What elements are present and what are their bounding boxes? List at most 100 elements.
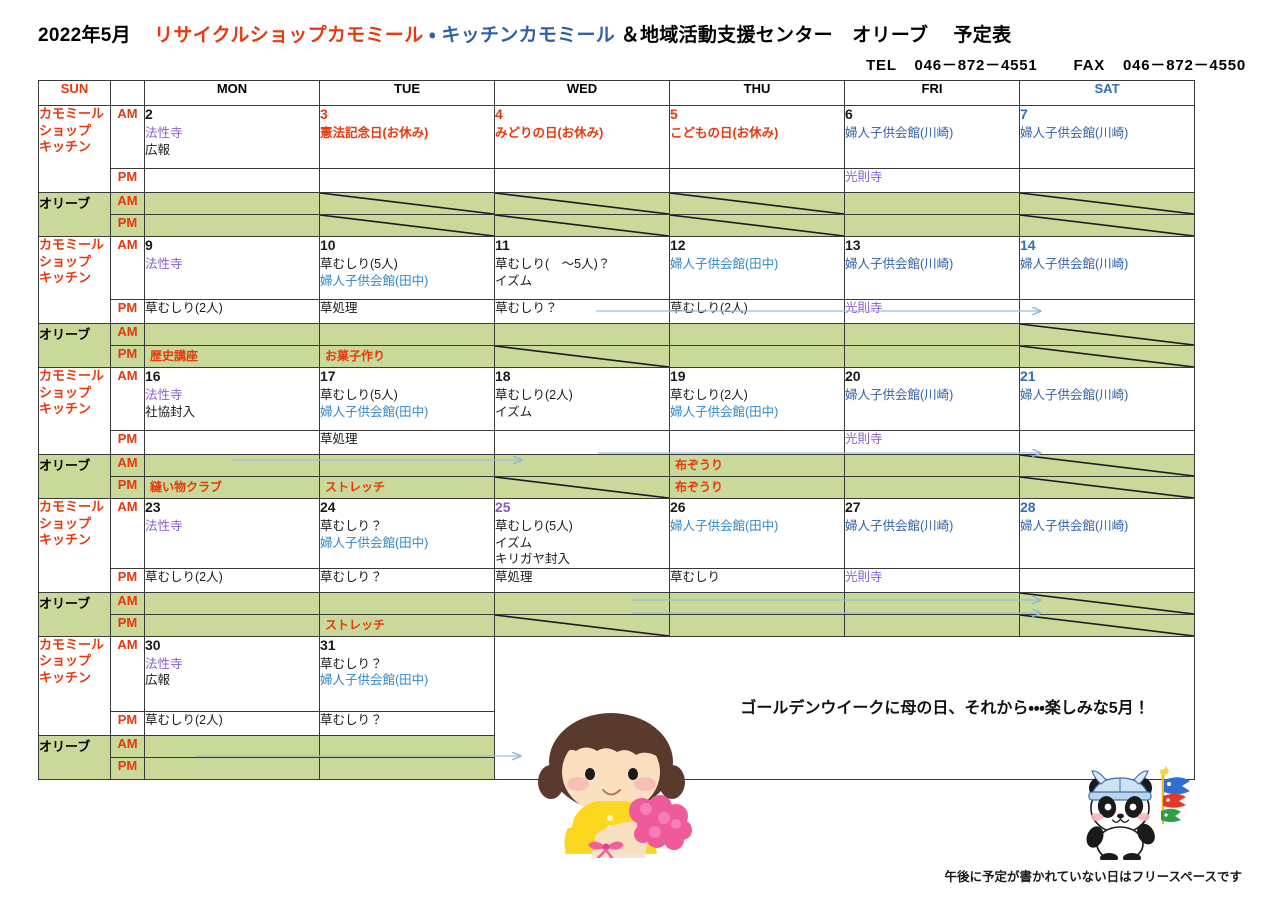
olive-cell-pm[interactable] <box>844 476 1020 499</box>
olive-cell-pm[interactable] <box>144 756 320 780</box>
olive-cell-am[interactable] <box>669 323 845 346</box>
olive-cell-am[interactable] <box>494 454 670 477</box>
day-cell-pm-2[interactable] <box>144 168 320 193</box>
day-cell-pm-30[interactable]: 草むしり(2人) <box>144 710 320 736</box>
day-cell-am-6[interactable]: 6 婦人子供会館(川崎) <box>844 105 1020 169</box>
olive-cell-pm[interactable] <box>494 613 670 637</box>
olive-cell-am[interactable] <box>144 454 320 477</box>
olive-cell-am[interactable] <box>1019 454 1195 477</box>
olive-cell-am[interactable] <box>144 734 320 758</box>
olive-cell-pm[interactable] <box>1019 476 1195 499</box>
day-cell-pm-5[interactable] <box>669 168 845 193</box>
day-cell-am-27[interactable]: 27 婦人子供会館(川崎) <box>844 498 1020 569</box>
day-cell-pm-3[interactable] <box>319 168 495 193</box>
day-cell-am-31[interactable]: 31 草むしり？ 婦人子供会館(田中) <box>319 635 495 712</box>
day-cell-pm-17[interactable]: 草処理 <box>319 430 495 455</box>
olive-cell-am[interactable] <box>1019 192 1195 215</box>
olive-cell-pm[interactable]: 歴史講座 <box>144 345 320 368</box>
day-cell-pm-4[interactable] <box>494 168 670 193</box>
day-cell-am-19[interactable]: 19 草むしり(2人) 婦人子供会館(田中) <box>669 367 845 431</box>
day-cell-pm-13[interactable]: 光則寺 <box>844 299 1020 324</box>
olive-cell-pm[interactable] <box>844 214 1020 237</box>
day-cell-am-4[interactable]: 4 みどりの日(お休み) <box>494 105 670 169</box>
olive-cell-am[interactable] <box>844 323 1020 346</box>
day-cell-am-17[interactable]: 17 草むしり(5人) 婦人子供会館(田中) <box>319 367 495 431</box>
day-cell-am-30[interactable]: 30 法性寺 広報 <box>144 635 320 712</box>
day-cell-am-13[interactable]: 13 婦人子供会館(川崎) <box>844 236 1020 300</box>
olive-cell-am[interactable] <box>494 323 670 346</box>
olive-cell-pm[interactable] <box>1019 613 1195 637</box>
day-cell-am-11[interactable]: 11 草むしり( ～5人)？ イズム <box>494 236 670 300</box>
olive-cell-am[interactable] <box>319 323 495 346</box>
olive-cell-am[interactable] <box>319 192 495 215</box>
day-cell-pm-9[interactable]: 草むしり(2人) <box>144 299 320 324</box>
day-cell-pm-19[interactable] <box>669 430 845 455</box>
olive-cell-pm[interactable] <box>319 756 495 780</box>
olive-cell-am[interactable] <box>844 454 1020 477</box>
day-cell-pm-24[interactable]: 草むしり？ <box>319 567 495 593</box>
olive-cell-am[interactable] <box>144 192 320 215</box>
olive-cell-am[interactable] <box>669 192 845 215</box>
olive-cell-pm[interactable] <box>669 613 845 637</box>
day-cell-am-2[interactable]: 2 法性寺 広報 <box>144 105 320 169</box>
olive-cell-pm[interactable]: 布ぞうり <box>669 476 845 499</box>
olive-cell-pm[interactable] <box>1019 345 1195 368</box>
olive-cell-am[interactable] <box>844 591 1020 615</box>
olive-cell-pm[interactable]: 縫い物クラブ <box>144 476 320 499</box>
day-cell-pm-16[interactable] <box>144 430 320 455</box>
day-cell-am-14[interactable]: 14 婦人子供会館(川崎) <box>1019 236 1195 300</box>
olive-cell-pm[interactable]: ストレッチ <box>319 613 495 637</box>
olive-cell-am[interactable] <box>144 323 320 346</box>
day-cell-pm-6[interactable]: 光則寺 <box>844 168 1020 193</box>
olive-cell-pm[interactable] <box>1019 214 1195 237</box>
day-cell-pm-12[interactable]: 草むしり(2人) <box>669 299 845 324</box>
day-cell-am-21[interactable]: 21 婦人子供会館(川崎) <box>1019 367 1195 431</box>
olive-cell-pm[interactable] <box>669 345 845 368</box>
olive-cell-pm[interactable] <box>844 345 1020 368</box>
day-cell-am-28[interactable]: 28 婦人子供会館(川崎) <box>1019 498 1195 569</box>
olive-cell-pm[interactable] <box>319 214 495 237</box>
day-cell-pm-31[interactable]: 草むしり？ <box>319 710 495 736</box>
day-cell-am-9[interactable]: 9 法性寺 <box>144 236 320 300</box>
day-cell-am-26[interactable]: 26 婦人子供会館(田中) <box>669 498 845 569</box>
olive-cell-pm[interactable] <box>844 613 1020 637</box>
olive-cell-pm[interactable] <box>144 613 320 637</box>
olive-cell-pm[interactable] <box>669 214 845 237</box>
olive-cell-pm[interactable] <box>494 345 670 368</box>
day-cell-am-25[interactable]: 25 草むしり(5人) イズム キリガヤ封入 <box>494 498 670 569</box>
olive-cell-am[interactable] <box>319 734 495 758</box>
olive-cell-am[interactable] <box>1019 323 1195 346</box>
olive-cell-pm[interactable] <box>494 214 670 237</box>
olive-cell-am[interactable] <box>319 591 495 615</box>
day-cell-am-7[interactable]: 7 婦人子供会館(川崎) <box>1019 105 1195 169</box>
olive-cell-am[interactable] <box>144 591 320 615</box>
day-cell-am-18[interactable]: 18 草むしり(2人) イズム <box>494 367 670 431</box>
day-cell-pm-10[interactable]: 草処理 <box>319 299 495 324</box>
olive-cell-pm[interactable]: お菓子作り <box>319 345 495 368</box>
olive-cell-am[interactable] <box>494 591 670 615</box>
day-cell-pm-20[interactable]: 光則寺 <box>844 430 1020 455</box>
olive-cell-am[interactable] <box>1019 591 1195 615</box>
olive-cell-pm[interactable] <box>144 214 320 237</box>
day-cell-pm-28[interactable] <box>1019 567 1195 593</box>
day-cell-am-10[interactable]: 10 草むしり(5人) 婦人子供会館(田中) <box>319 236 495 300</box>
day-cell-pm-11[interactable]: 草むしり？ <box>494 299 670 324</box>
olive-cell-pm[interactable] <box>494 476 670 499</box>
day-cell-pm-23[interactable]: 草むしり(2人) <box>144 567 320 593</box>
olive-cell-am[interactable]: 布ぞうり <box>669 454 845 477</box>
day-cell-pm-21[interactable] <box>1019 430 1195 455</box>
olive-cell-pm[interactable]: ストレッチ <box>319 476 495 499</box>
olive-cell-am[interactable] <box>844 192 1020 215</box>
olive-cell-am[interactable] <box>494 192 670 215</box>
day-cell-pm-18[interactable] <box>494 430 670 455</box>
day-cell-am-24[interactable]: 24 草むしり？ 婦人子供会館(田中) <box>319 498 495 569</box>
day-cell-pm-26[interactable]: 草むしり <box>669 567 845 593</box>
day-cell-am-12[interactable]: 12 婦人子供会館(田中) <box>669 236 845 300</box>
day-cell-am-3[interactable]: 3 憲法記念日(お休み) <box>319 105 495 169</box>
olive-cell-am[interactable] <box>319 454 495 477</box>
day-cell-pm-7[interactable] <box>1019 168 1195 193</box>
day-cell-am-23[interactable]: 23 法性寺 <box>144 498 320 569</box>
day-cell-pm-25[interactable]: 草処理 <box>494 567 670 593</box>
day-cell-am-16[interactable]: 16 法性寺 社協封入 <box>144 367 320 431</box>
day-cell-pm-14[interactable] <box>1019 299 1195 324</box>
